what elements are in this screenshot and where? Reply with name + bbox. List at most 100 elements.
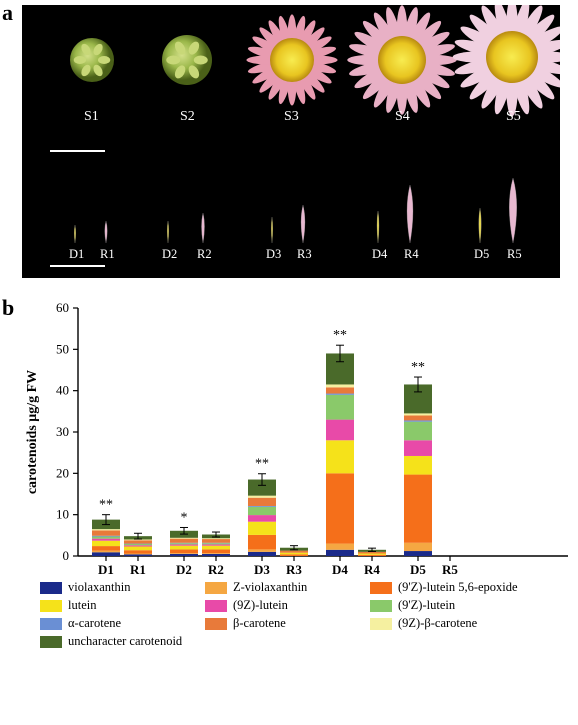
bar-segment xyxy=(404,551,432,556)
petal-label: D5 xyxy=(474,247,489,261)
stage-label: S2 xyxy=(180,109,195,124)
bar-segment xyxy=(202,544,230,545)
bar-segment xyxy=(202,543,230,544)
bar-segment xyxy=(326,473,354,543)
petal-label: D4 xyxy=(372,247,388,261)
panel-a-svg: S1S2S3S4S5D1R1D2R2D3R3D4R4D5R5 xyxy=(22,5,560,278)
y-tick-label: 0 xyxy=(63,548,70,563)
petal-sample xyxy=(407,185,413,243)
bar-segment xyxy=(92,552,120,556)
bar-segment xyxy=(326,394,354,395)
bar-segment xyxy=(202,554,230,556)
legend-swatch xyxy=(40,582,62,594)
bar-segment xyxy=(248,515,276,522)
bar-segment xyxy=(202,549,230,553)
y-tick-label: 20 xyxy=(56,465,69,480)
bar-segment xyxy=(124,540,152,543)
bar-segment xyxy=(170,546,198,550)
bar-segment xyxy=(280,554,308,556)
bar-segment xyxy=(124,544,152,545)
bar-segment xyxy=(358,555,386,556)
panel-a-image: S1S2S3S4S5D1R1D2R2D3R3D4R4D5R5 xyxy=(22,5,560,278)
bar-segment xyxy=(248,498,276,506)
stage-label: S4 xyxy=(395,109,410,124)
y-tick-label: 60 xyxy=(56,300,69,315)
bar-segment xyxy=(124,539,152,540)
legend-label: (9Z)-lutein xyxy=(233,598,288,613)
panel-a-label: a xyxy=(2,0,13,26)
x-tick-label: R5 xyxy=(442,562,458,577)
legend-label: (9'Z)-lutein 5,6-epoxide xyxy=(398,580,518,595)
y-axis-label: carotenoids μg/g FW xyxy=(25,370,40,494)
bar-segment xyxy=(92,537,120,539)
scale-bar xyxy=(50,150,105,152)
legend-swatch xyxy=(40,618,62,630)
legend-swatch xyxy=(205,600,227,612)
panel-b-label: b xyxy=(2,295,14,321)
bar-segment xyxy=(92,546,120,551)
bar-segment xyxy=(358,554,386,555)
stage-label: S3 xyxy=(284,109,299,124)
bar-segment xyxy=(404,440,432,456)
bar-segment xyxy=(248,552,276,556)
legend-swatch xyxy=(40,636,62,648)
petal-sample xyxy=(271,217,273,243)
bar-segment xyxy=(248,506,276,507)
petal-sample xyxy=(105,221,108,243)
carotenoid-bar-chart: 0102030405060carotenoids μg/g FW**D1R1*D… xyxy=(18,300,573,578)
bar-segment xyxy=(202,538,230,539)
bar-segment xyxy=(326,384,354,387)
legend-item: (9'Z)-lutein 5,6-epoxide xyxy=(370,580,560,595)
bar-segment xyxy=(404,456,432,475)
bar-segment xyxy=(202,553,230,554)
petal-label: R2 xyxy=(197,247,212,261)
bar-segment xyxy=(404,422,432,441)
bar-segment xyxy=(124,554,152,556)
bar-segment xyxy=(326,420,354,441)
x-tick-label: D4 xyxy=(332,562,348,577)
bar-segment xyxy=(124,546,152,550)
x-tick-label: R3 xyxy=(286,562,302,577)
bar-segment xyxy=(170,549,198,553)
bar-segment xyxy=(404,543,432,551)
bar-segment xyxy=(124,545,152,546)
petal-sample xyxy=(202,213,205,243)
legend-item: lutein xyxy=(40,598,205,613)
legend-swatch xyxy=(40,600,62,612)
bar-segment xyxy=(202,546,230,550)
bar-segment xyxy=(248,507,276,515)
petal-label: R5 xyxy=(507,247,522,261)
bar-segment xyxy=(248,535,276,549)
bar-segment xyxy=(248,496,276,498)
legend-label: Z-violaxanthin xyxy=(233,580,307,595)
legend-label: (9Z)-β-carotene xyxy=(398,616,477,631)
legend-item: violaxanthin xyxy=(40,580,205,595)
stage-label: S5 xyxy=(506,109,521,124)
bar-segment xyxy=(404,413,432,415)
legend-row: lutein (9Z)-lutein (9'Z)-lutein xyxy=(40,598,560,613)
bar-segment xyxy=(170,539,198,543)
legend-item: (9Z)-lutein xyxy=(205,598,370,613)
flower-center xyxy=(378,36,426,84)
legend-item: α-carotene xyxy=(40,616,205,631)
significance-marker: ** xyxy=(99,498,113,513)
legend-swatch xyxy=(370,582,392,594)
legend-label: (9'Z)-lutein xyxy=(398,598,455,613)
y-tick-label: 50 xyxy=(56,341,69,356)
flower-center xyxy=(270,38,314,82)
significance-marker: ** xyxy=(333,328,347,343)
bar-segment xyxy=(248,549,276,551)
legend-swatch xyxy=(205,618,227,630)
bar-segment xyxy=(202,539,230,543)
legend-item: β-carotene xyxy=(205,616,370,631)
bar-segment xyxy=(326,395,354,420)
petal-label: R1 xyxy=(100,247,115,261)
bar-segment xyxy=(358,552,386,554)
bar-segment xyxy=(170,543,198,544)
bar-segment xyxy=(92,529,120,530)
petal-sample xyxy=(167,221,169,243)
bar-segment xyxy=(326,440,354,473)
y-tick-label: 10 xyxy=(56,507,69,522)
bar-segment xyxy=(404,475,432,543)
significance-marker: ** xyxy=(255,457,269,472)
